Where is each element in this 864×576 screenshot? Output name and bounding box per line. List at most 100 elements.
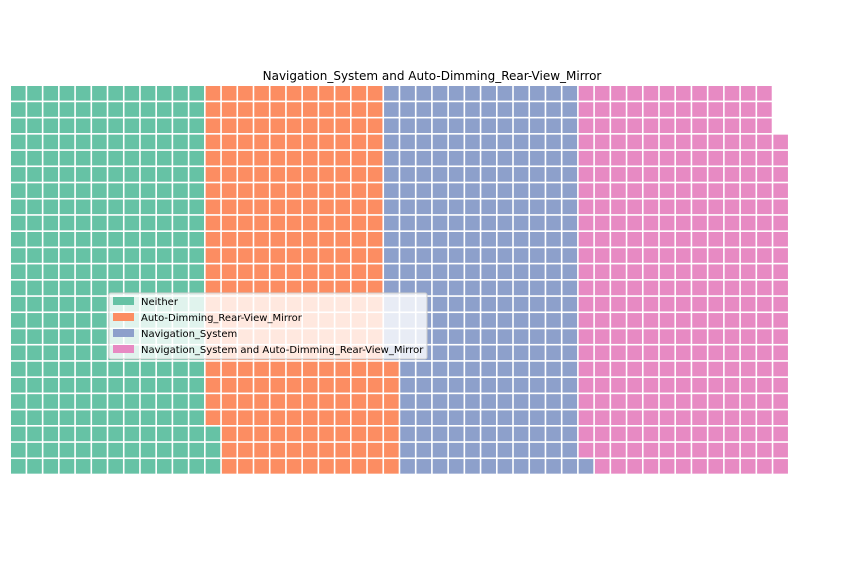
waffle-cell-auto-dimming <box>254 231 269 247</box>
waffle-cell-navigation-system <box>497 345 513 361</box>
waffle-cell-both <box>578 426 594 442</box>
waffle-cell-neither <box>173 183 188 198</box>
waffle-cell-neither <box>140 442 156 458</box>
waffle-cell-neither <box>140 134 156 150</box>
waffle-cell-neither <box>11 329 26 344</box>
waffle-cell-both <box>594 215 610 231</box>
waffle-cell-both <box>627 426 642 442</box>
waffle-cell-neither <box>124 394 140 409</box>
waffle-cell-auto-dimming <box>351 134 367 150</box>
waffle-cell-navigation-system <box>546 394 561 409</box>
waffle-cell-both <box>643 86 659 101</box>
waffle-cell-auto-dimming <box>351 280 367 296</box>
waffle-cell-both <box>676 264 691 280</box>
waffle-cell-navigation-system <box>416 150 432 166</box>
waffle-cell-both <box>594 199 610 215</box>
waffle-cell-both <box>659 264 675 280</box>
waffle-cell-both <box>724 183 740 198</box>
waffle-cell-neither <box>11 377 26 393</box>
waffle-cell-navigation-system <box>465 361 480 377</box>
waffle-cell-neither <box>59 361 75 377</box>
waffle-cell-neither <box>108 361 123 377</box>
waffle-cell-neither <box>189 377 205 393</box>
waffle-cell-neither <box>173 280 188 296</box>
waffle-cell-auto-dimming <box>351 361 367 377</box>
waffle-cell-auto-dimming <box>367 426 383 442</box>
waffle-cell-navigation-system <box>432 118 448 134</box>
waffle-cell-both <box>594 345 610 361</box>
waffle-cell-both <box>643 410 659 425</box>
waffle-cell-navigation-system <box>513 426 529 442</box>
waffle-cell-auto-dimming <box>351 199 367 215</box>
waffle-cell-neither <box>156 183 172 198</box>
waffle-cell-navigation-system <box>546 361 561 377</box>
waffle-cell-both <box>594 329 610 344</box>
waffle-cell-auto-dimming <box>238 86 253 101</box>
waffle-cell-neither <box>27 134 42 150</box>
waffle-cell-neither <box>59 410 75 425</box>
waffle-cell-navigation-system <box>562 426 578 442</box>
waffle-cell-both <box>692 86 707 101</box>
waffle-cell-both <box>773 426 788 442</box>
waffle-cell-both <box>724 280 740 296</box>
waffle-cell-auto-dimming <box>221 410 237 425</box>
waffle-cell-both <box>627 183 642 198</box>
waffle-cell-auto-dimming <box>351 426 367 442</box>
waffle-cell-neither <box>75 426 91 442</box>
waffle-cell-auto-dimming <box>319 426 334 442</box>
waffle-cell-both <box>627 215 642 231</box>
waffle-cell-neither <box>189 150 205 166</box>
waffle-cell-auto-dimming <box>367 118 383 134</box>
waffle-cell-auto-dimming <box>367 86 383 101</box>
waffle-cell-auto-dimming <box>205 410 221 425</box>
waffle-cell-both <box>611 248 626 263</box>
waffle-cell-neither <box>173 167 188 182</box>
waffle-cell-both <box>757 329 772 344</box>
waffle-cell-neither <box>43 264 59 280</box>
waffle-cell-neither <box>75 313 91 328</box>
waffle-cell-navigation-system <box>448 199 464 215</box>
waffle-cell-neither <box>75 377 91 393</box>
legend-entry-auto-dimming-rear-view-mirror: Auto-Dimming_Rear-View_Mirror <box>113 313 303 324</box>
waffle-cell-auto-dimming <box>302 410 318 425</box>
waffle-cell-auto-dimming <box>319 118 334 134</box>
waffle-cell-neither <box>43 86 59 101</box>
waffle-cell-neither <box>75 280 91 296</box>
waffle-cell-neither <box>140 361 156 377</box>
waffle-cell-neither <box>108 248 123 263</box>
waffle-cell-both <box>740 264 756 280</box>
waffle-cell-auto-dimming <box>238 167 253 182</box>
waffle-cell-both <box>692 296 707 312</box>
waffle-cell-neither <box>43 345 59 361</box>
waffle-cell-navigation-system <box>448 134 464 150</box>
waffle-cell-neither <box>173 215 188 231</box>
waffle-cell-both <box>724 426 740 442</box>
waffle-cell-both <box>708 329 724 344</box>
waffle-cell-navigation-system <box>513 102 529 117</box>
waffle-cell-navigation-system <box>530 345 545 361</box>
waffle-cell-neither <box>156 231 172 247</box>
waffle-cell-neither <box>92 345 107 361</box>
waffle-cell-navigation-system <box>400 231 415 247</box>
waffle-cell-neither <box>43 426 59 442</box>
legend-swatch-auto-dimming-rear-view-mirror <box>113 313 134 321</box>
waffle-cell-auto-dimming <box>367 102 383 117</box>
waffle-cell-navigation-system <box>513 280 529 296</box>
waffle-cell-both <box>773 231 788 247</box>
waffle-cell-both <box>659 118 675 134</box>
waffle-cell-navigation-system <box>384 183 399 198</box>
waffle-cell-auto-dimming <box>270 102 286 117</box>
waffle-cell-auto-dimming <box>367 167 383 182</box>
legend-entry-navigation-system: Navigation_System <box>113 329 237 340</box>
waffle-cell-auto-dimming <box>254 167 269 182</box>
waffle-cell-both <box>757 167 772 182</box>
waffle-cell-both <box>659 167 675 182</box>
waffle-cell-navigation-system <box>448 329 464 344</box>
waffle-cell-auto-dimming <box>351 394 367 409</box>
waffle-cell-both <box>611 167 626 182</box>
waffle-cell-auto-dimming <box>221 134 237 150</box>
waffle-cell-auto-dimming <box>351 264 367 280</box>
waffle-cell-neither <box>27 377 42 393</box>
waffle-cell-both <box>692 150 707 166</box>
waffle-cell-auto-dimming <box>335 394 350 409</box>
